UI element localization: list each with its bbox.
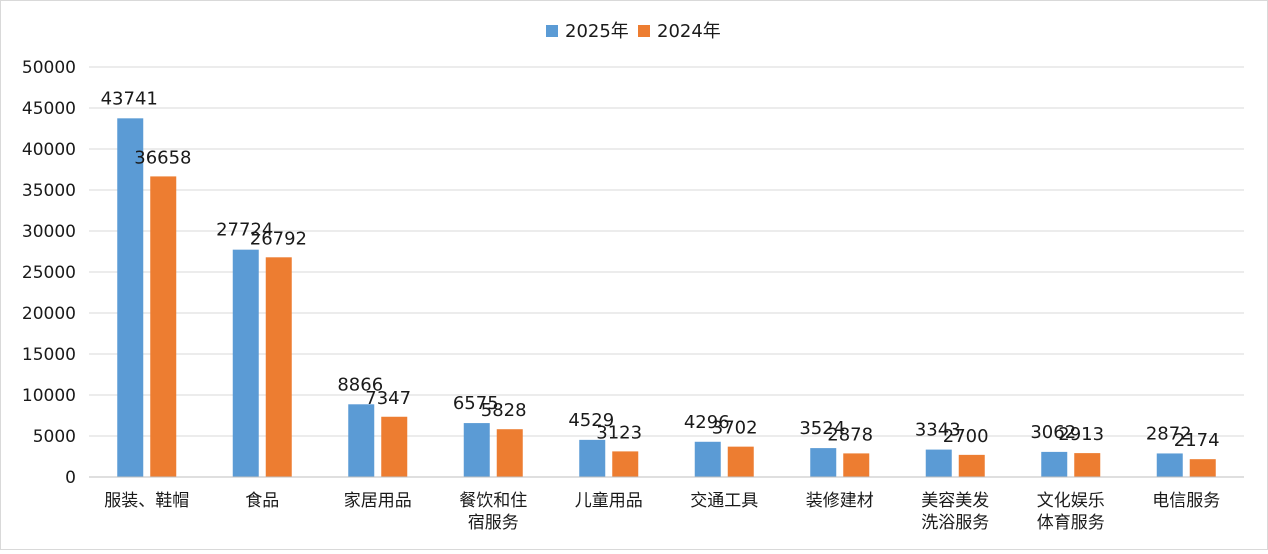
data-label: 3062 [1030,422,1076,443]
data-label: 4529 [568,410,614,431]
bar [958,454,985,477]
x-tick-label-line: 美容美发 [921,491,989,511]
bar [612,451,639,477]
data-label: 2913 [1058,424,1104,445]
data-label: 2878 [827,424,873,445]
data-label: 27724 [216,220,273,241]
data-label: 6575 [453,393,499,414]
y-tick-label: 15000 [22,345,76,365]
data-label: 3123 [596,422,642,443]
x-tick-label-line: 体育服务 [1037,513,1105,533]
x-tick-label: 文化娱乐体育服务 [1037,491,1105,533]
x-tick-label: 儿童用品 [575,491,643,511]
y-axis: 0 5000 10000 15000 20000 25000 30000 35000 40000… [22,58,76,488]
x-tick-label: 交通工具 [690,491,758,511]
bar [727,446,754,477]
x-tick-label: 美容美发洗浴服务 [921,491,989,533]
data-label: 3524 [799,418,845,439]
legend: 2025年 2024年 [546,21,721,42]
bar [496,429,523,477]
bar [1189,459,1216,477]
x-tick-label: 电信服务 [1152,491,1220,511]
x-tick-label-line: 装修建材 [806,491,874,511]
data-label: 36658 [134,147,191,168]
y-tick-label: 50000 [22,58,76,78]
data-label: 3343 [915,420,961,441]
y-tick-label: 45000 [22,99,76,119]
data-label: 7347 [365,388,411,409]
legend-label: 2024年 [657,21,721,42]
bar [1074,453,1101,477]
legend-swatch [546,25,558,37]
x-tick-label-line: 餐饮和住 [459,491,527,511]
x-tick-label-line: 家居用品 [344,491,412,511]
y-tick-label: 20000 [22,304,76,324]
data-label: 43741 [101,88,158,109]
bar [381,416,408,477]
bar [925,449,952,477]
bar [150,176,177,477]
y-tick-label: 5000 [33,427,76,447]
gridlines [89,66,1244,437]
x-tick-label-line: 文化娱乐 [1037,491,1105,511]
x-tick-label-line: 食品 [245,491,279,511]
x-tick-label: 食品 [245,491,279,511]
data-label: 2872 [1146,423,1192,444]
y-tick-label: 35000 [22,181,76,201]
x-axis: 服装、鞋帽 食品 家居用品 餐饮和住宿服务 儿童用品 交通工具 装修建材 美容美发洗浴服务 文化… [89,476,1244,533]
y-tick-label: 0 [65,468,76,488]
bar [232,249,259,477]
x-tick-label-line: 电信服务 [1152,491,1220,511]
data-label: 4296 [684,412,730,433]
x-tick-label-line: 服装、鞋帽 [104,491,189,511]
x-tick-label-line: 宿服务 [468,513,519,533]
data-label: 8866 [337,374,383,395]
x-tick-label-line: 交通工具 [690,491,758,511]
bar [463,423,490,477]
data-label: 26792 [250,228,307,249]
x-tick-label: 餐饮和住宿服务 [459,491,527,533]
bar [694,441,721,477]
data-label: 5828 [481,400,527,421]
bar [810,448,837,477]
y-tick-label: 40000 [22,140,76,160]
y-tick-label: 25000 [22,263,76,283]
bar [1156,453,1183,477]
x-tick-label: 家居用品 [344,491,412,511]
bar [843,453,870,477]
x-tick-label: 服装、鞋帽 [104,491,189,511]
legend-label: 2025年 [565,21,629,42]
legend-swatch [638,25,650,37]
bar [1041,451,1068,477]
data-label: 2700 [943,426,989,447]
data-label: 3702 [712,418,758,439]
y-tick-label: 10000 [22,386,76,406]
y-tick-label: 30000 [22,222,76,242]
bar [579,439,606,477]
bars [117,118,1216,478]
x-tick-label: 装修建材 [806,491,874,511]
x-tick-label-line: 儿童用品 [575,491,643,511]
bar [348,404,375,477]
x-tick-label-line: 洗浴服务 [921,513,989,533]
bar [117,118,144,478]
bar [265,257,292,477]
data-label: 2174 [1174,430,1220,451]
